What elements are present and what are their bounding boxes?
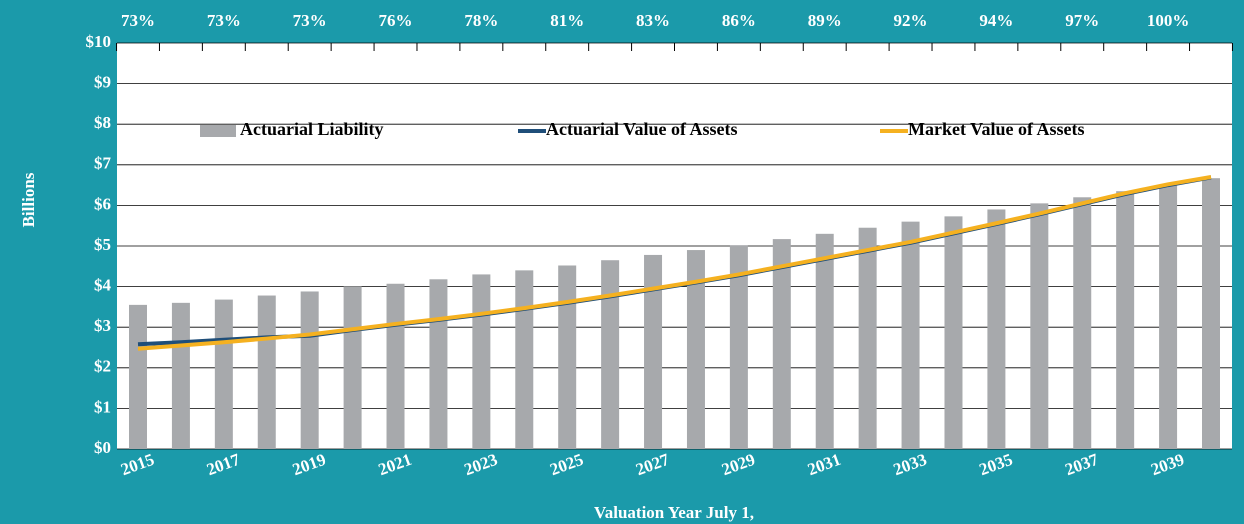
bar — [343, 286, 362, 449]
bar — [944, 216, 963, 449]
top-label: 76% — [379, 11, 413, 30]
x-tick-label: 2019 — [290, 450, 328, 479]
bar — [686, 250, 705, 449]
y-tick-label: $3 — [94, 316, 111, 335]
x-tick-label: 2027 — [633, 450, 672, 480]
y-tick-label: $8 — [94, 113, 111, 132]
y-tick-label: $7 — [94, 154, 112, 173]
y-axis-title: Billions — [19, 172, 38, 227]
bar — [987, 209, 1006, 449]
bar — [1073, 197, 1092, 449]
x-axis-title: Valuation Year July 1, — [594, 503, 754, 522]
top-label: 86% — [722, 11, 756, 30]
x-tick-label: 2039 — [1148, 450, 1186, 479]
bar — [729, 245, 748, 449]
y-tick-label: $2 — [94, 357, 111, 376]
top-label: 83% — [636, 11, 670, 30]
x-tick-label: 2023 — [462, 450, 500, 479]
bar — [901, 221, 920, 449]
bar — [815, 233, 834, 449]
bar — [429, 279, 448, 449]
top-label: 78% — [464, 11, 498, 30]
bar — [129, 304, 147, 449]
legend-label: Actuarial Liability — [240, 119, 384, 139]
top-label: 100% — [1147, 11, 1190, 30]
bar — [858, 227, 877, 449]
y-tick-label: $5 — [94, 235, 111, 254]
x-tick-label: 2021 — [376, 450, 414, 479]
x-tick-label: 2031 — [805, 450, 843, 479]
x-tick-label: 2017 — [204, 450, 243, 480]
bar — [171, 302, 190, 449]
bar — [1030, 203, 1049, 449]
legend-label: Actuarial Value of Assets — [546, 119, 738, 139]
x-tick-label: 2035 — [977, 450, 1015, 479]
top-label: 89% — [808, 11, 842, 30]
bar — [558, 265, 577, 449]
top-label: 97% — [1065, 11, 1099, 30]
bar — [1159, 185, 1178, 449]
top-label: 92% — [894, 11, 928, 30]
bar — [257, 295, 276, 449]
top-label: 94% — [979, 11, 1013, 30]
bar — [1116, 191, 1135, 449]
bar — [601, 260, 620, 449]
x-tick-label: 2029 — [719, 450, 757, 479]
top-label: 73% — [293, 11, 327, 30]
y-tick-label: $4 — [94, 276, 112, 295]
y-tick-label: $9 — [94, 73, 111, 92]
bar — [644, 254, 663, 449]
y-tick-label: $0 — [94, 438, 111, 457]
legend-swatch — [200, 125, 236, 137]
legend-label: Market Value of Assets — [908, 119, 1085, 139]
top-label: 73% — [207, 11, 241, 30]
y-tick-label: $6 — [94, 194, 111, 213]
top-label: 81% — [550, 11, 584, 30]
y-tick-label: $1 — [94, 397, 111, 416]
bar — [515, 270, 534, 449]
bar — [1202, 178, 1220, 449]
x-tick-label: 2037 — [1062, 450, 1101, 480]
x-tick-label: 2025 — [547, 450, 585, 479]
line — [137, 175, 1212, 351]
bar — [386, 283, 405, 449]
bar — [214, 299, 233, 449]
y-tick-label: $10 — [86, 32, 112, 51]
bar — [300, 291, 319, 449]
x-tick-label: 2033 — [891, 450, 929, 479]
x-tick-label: 2015 — [118, 450, 156, 479]
bar — [772, 239, 791, 449]
bar — [472, 274, 491, 449]
top-label: 73% — [121, 11, 155, 30]
